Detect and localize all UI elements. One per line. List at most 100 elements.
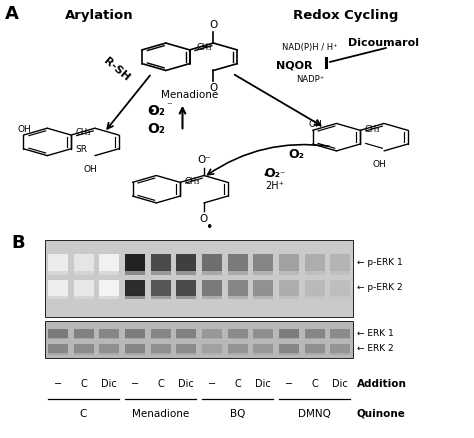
Text: Addition: Addition — [357, 379, 407, 389]
Bar — [305, 328, 325, 338]
Bar — [73, 254, 93, 271]
Text: Quinone: Quinone — [357, 409, 406, 419]
Text: R-SH: R-SH — [101, 56, 131, 83]
Bar — [279, 328, 299, 338]
Bar — [151, 328, 171, 338]
Bar — [228, 328, 247, 338]
Text: O₂: O₂ — [147, 122, 165, 136]
Text: CH₃: CH₃ — [197, 43, 212, 52]
Text: OH: OH — [309, 120, 323, 129]
Bar — [305, 353, 325, 355]
Bar — [125, 353, 145, 355]
Bar — [151, 337, 171, 339]
Bar — [305, 270, 325, 276]
Bar — [228, 295, 247, 300]
Text: BQ: BQ — [230, 409, 245, 419]
Bar — [305, 254, 325, 271]
Bar — [330, 280, 350, 296]
Bar — [48, 270, 68, 276]
Bar — [279, 344, 299, 353]
Text: ⁻: ⁻ — [280, 170, 285, 180]
Bar — [253, 344, 273, 353]
Bar — [330, 344, 350, 353]
Text: 2H⁺: 2H⁺ — [265, 180, 284, 191]
Text: •: • — [148, 106, 155, 116]
Bar — [253, 254, 273, 271]
Bar — [228, 353, 247, 355]
Bar — [125, 337, 145, 339]
Bar — [125, 328, 145, 338]
Bar — [176, 254, 196, 271]
Bar — [202, 270, 222, 276]
Text: C: C — [80, 409, 87, 419]
Text: Menadione: Menadione — [161, 90, 218, 100]
Bar — [228, 337, 247, 339]
Bar — [99, 337, 119, 339]
Text: NAD(P)H / H⁺: NAD(P)H / H⁺ — [282, 43, 337, 52]
Text: Redox Cycling: Redox Cycling — [293, 10, 399, 22]
Text: −: − — [285, 379, 293, 389]
Bar — [45, 240, 353, 317]
Bar — [151, 344, 171, 353]
Bar — [151, 280, 171, 296]
Bar — [330, 254, 350, 271]
Bar — [253, 328, 273, 338]
Text: C: C — [157, 379, 164, 389]
Bar — [125, 254, 145, 271]
Text: O⁻: O⁻ — [197, 155, 211, 165]
Bar — [73, 328, 93, 338]
Bar — [228, 270, 247, 276]
Bar — [330, 295, 350, 300]
Text: OH: OH — [83, 165, 97, 174]
Bar — [228, 344, 247, 353]
Text: −: − — [208, 379, 216, 389]
Bar — [279, 280, 299, 296]
Text: DMNQ: DMNQ — [298, 409, 331, 419]
Text: O: O — [210, 84, 218, 93]
Text: O₂: O₂ — [288, 148, 304, 162]
Bar — [202, 254, 222, 271]
Bar — [228, 254, 247, 271]
Text: O: O — [200, 214, 208, 223]
Text: Dicoumarol: Dicoumarol — [348, 38, 419, 48]
Text: ← p-ERK 2: ← p-ERK 2 — [357, 283, 402, 293]
Bar — [73, 295, 93, 300]
Text: Dic: Dic — [101, 379, 117, 389]
Bar — [99, 328, 119, 338]
Bar — [253, 295, 273, 300]
Bar — [202, 353, 222, 355]
Bar — [279, 254, 299, 271]
Text: CH₃: CH₃ — [365, 125, 381, 134]
Bar — [48, 295, 68, 300]
Bar — [176, 353, 196, 355]
Bar — [176, 270, 196, 276]
Bar — [330, 353, 350, 355]
Text: CH₃: CH₃ — [76, 128, 91, 137]
Text: OH: OH — [373, 160, 386, 170]
Bar — [202, 280, 222, 296]
Bar — [99, 280, 119, 296]
Bar — [48, 328, 68, 338]
Bar — [48, 254, 68, 271]
Text: O: O — [210, 20, 218, 30]
Bar — [99, 353, 119, 355]
Bar — [151, 270, 171, 276]
Text: Dic: Dic — [332, 379, 348, 389]
Text: O₂: O₂ — [147, 104, 165, 118]
Bar — [253, 337, 273, 339]
Text: NQOR: NQOR — [276, 60, 312, 70]
Bar — [73, 337, 93, 339]
Text: −: − — [131, 379, 139, 389]
Bar — [48, 337, 68, 339]
Bar — [151, 353, 171, 355]
Bar — [176, 344, 196, 353]
Bar — [202, 328, 222, 338]
Bar — [151, 295, 171, 300]
Bar — [279, 295, 299, 300]
Bar — [125, 295, 145, 300]
Bar — [125, 270, 145, 276]
Bar — [253, 270, 273, 276]
Bar — [330, 337, 350, 339]
Bar — [125, 280, 145, 296]
Bar — [176, 295, 196, 300]
